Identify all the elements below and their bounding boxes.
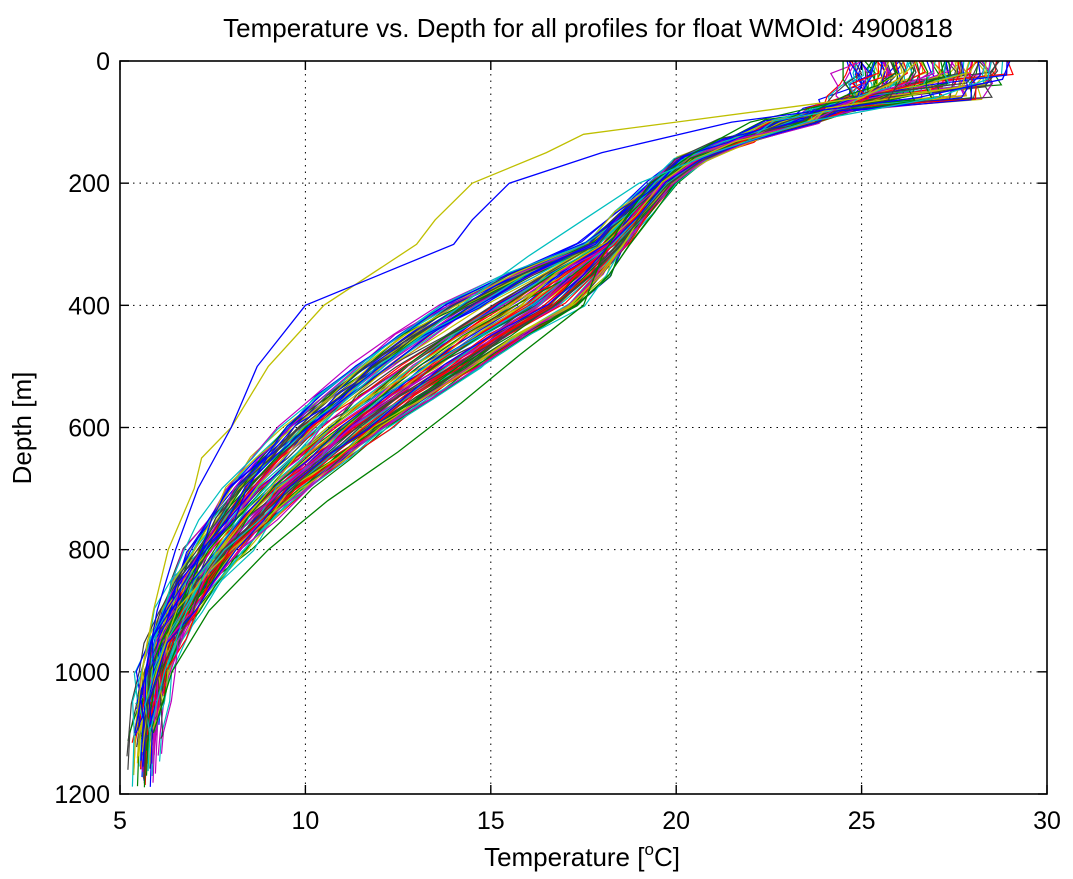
- x-axis-label: Temperature [oC]: [484, 840, 680, 872]
- x-tick-label: 15: [477, 807, 505, 835]
- profile-line: [142, 60, 897, 756]
- profile-lines: [126, 60, 1014, 788]
- x-tick-label: 30: [1033, 807, 1061, 835]
- profile-line: [143, 60, 907, 780]
- profile-line-representative: [134, 60, 1011, 734]
- y-axis-label: Depth [m]: [7, 372, 37, 485]
- profile-line: [141, 60, 970, 753]
- chart-title: Temperature vs. Depth for all profiles f…: [223, 13, 953, 43]
- axis-ticks: [119, 60, 1048, 795]
- y-tick-label: 0: [96, 48, 110, 76]
- profile-line-representative: [134, 60, 918, 733]
- y-tick-label: 400: [68, 292, 110, 320]
- profile-line-representative: [152, 61, 856, 734]
- x-axis-label-suffix: C]: [654, 842, 680, 872]
- x-tick-label: 5: [113, 807, 127, 835]
- profile-line: [148, 60, 981, 787]
- y-tick-label: 1200: [54, 781, 110, 809]
- profile-line: [143, 60, 897, 788]
- y-tick-label: 200: [68, 170, 110, 198]
- profile-line: [144, 60, 911, 772]
- x-tick-label: 10: [291, 807, 319, 835]
- x-tick-label: 25: [848, 807, 876, 835]
- y-tick-label: 600: [68, 415, 110, 443]
- x-tick-label: 20: [662, 807, 690, 835]
- y-tick-label: 1000: [54, 659, 110, 687]
- y-tick-label: 800: [68, 537, 110, 565]
- x-axis-label-prefix: Temperature [: [484, 842, 645, 872]
- x-axis-label-superscript: o: [644, 840, 653, 859]
- axis-tick-labels: 5 10 15 20 25 30 0 200 400 600 800 1000 1200: [54, 48, 1061, 835]
- profile-line: [126, 60, 963, 757]
- profile-line-representative: [149, 60, 993, 734]
